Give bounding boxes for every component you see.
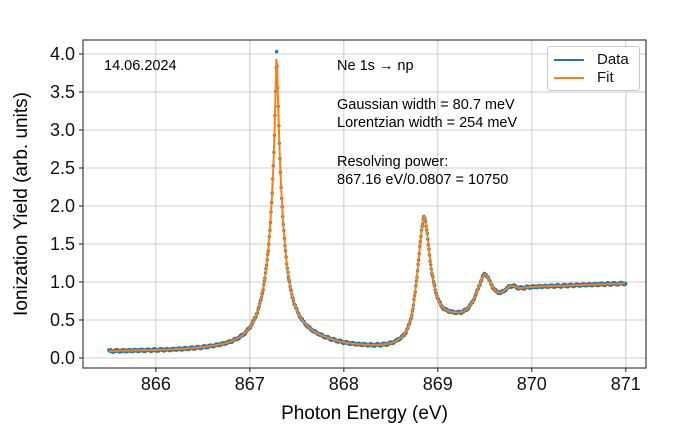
- x-tick-label: 869: [423, 374, 453, 394]
- x-tick-label: 870: [517, 374, 547, 394]
- y-tick-label: 0.0: [50, 348, 75, 368]
- x-tick-label: 868: [329, 374, 359, 394]
- legend-label-data: Data: [597, 51, 629, 68]
- gaussian-width-annotation: Gaussian width = 80.7 meV: [337, 97, 515, 113]
- legend-label-fit: Fit: [597, 69, 614, 86]
- grid-lines: [83, 40, 646, 368]
- y-tick-label: 2.5: [50, 158, 75, 178]
- tick-labels: 866 867 868 869 870 871 0.0 0.5 1.0 1.5 2.0 2.5 3.0 3…: [50, 44, 641, 394]
- legend-entry-fit: Fit: [554, 70, 633, 85]
- x-tick-label: 866: [141, 374, 171, 394]
- legend-entry-data: Data: [554, 52, 633, 67]
- fit-line-swatch: [554, 76, 584, 79]
- y-axis-label: Ionization Yield (arb. units): [11, 92, 32, 316]
- x-axis-label: Photon Energy (eV): [281, 403, 448, 424]
- y-tick-label: 4.0: [50, 44, 75, 64]
- data-line-swatch: [554, 58, 584, 61]
- x-tick-label: 867: [235, 374, 265, 394]
- resolving-power-value: 867.16 eV/0.0807 = 10750: [337, 172, 509, 188]
- axis-ticks: [79, 53, 627, 372]
- legend: Data Fit: [547, 46, 640, 91]
- y-tick-label: 3.5: [50, 82, 75, 102]
- transition-annotation: Ne 1s → np: [337, 58, 414, 74]
- y-tick-label: 1.5: [50, 234, 75, 254]
- date-annotation: 14.06.2024: [104, 58, 177, 74]
- y-tick-label: 1.0: [50, 272, 75, 292]
- y-tick-label: 0.5: [50, 310, 75, 330]
- lorentzian-width-annotation: Lorentzian width = 254 meV: [337, 115, 518, 131]
- plot-border: [82, 39, 647, 369]
- x-tick-label: 871: [611, 374, 641, 394]
- y-tick-label: 3.0: [50, 120, 75, 140]
- resolving-power-title: Resolving power:: [337, 154, 449, 170]
- fit-line: [108, 58, 626, 352]
- y-tick-label: 2.0: [50, 196, 75, 216]
